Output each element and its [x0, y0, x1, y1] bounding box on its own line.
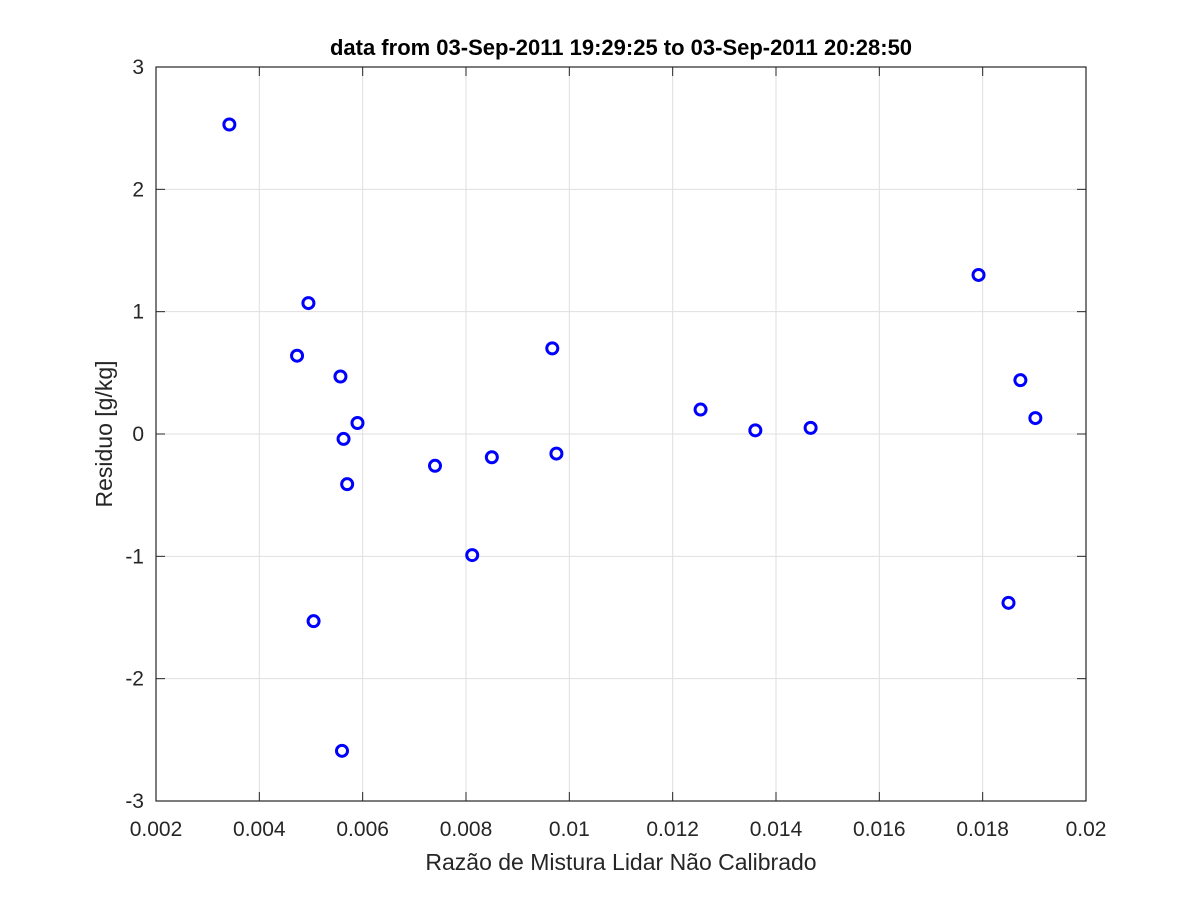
y-tick-label: 0: [132, 423, 144, 446]
data-point: [693, 402, 708, 417]
y-tick-label: -1: [125, 545, 144, 568]
x-tick-label: 0.002: [130, 818, 183, 841]
x-tick-label: 0.014: [750, 818, 803, 841]
data-point: [222, 117, 237, 132]
x-tick-label: 0.01: [549, 818, 590, 841]
data-point: [1013, 373, 1028, 388]
data-point: [306, 614, 321, 629]
data-point: [1028, 411, 1043, 426]
data-point: [333, 369, 348, 384]
data-point: [748, 423, 763, 438]
x-tick-label: 0.018: [956, 818, 1009, 841]
x-axis-label: Razão de Mistura Lidar Não Calibrado: [425, 849, 816, 875]
data-point: [336, 431, 351, 446]
x-tick-label: 0.016: [853, 818, 906, 841]
axis-ticks: 0.002 0.004 0.006 0.008 0.01 0.012 0.014 0.016 0…: [125, 56, 1106, 841]
y-tick-label: 2: [132, 178, 144, 201]
data-point: [484, 450, 499, 465]
x-tick-label: 0.008: [440, 818, 493, 841]
data-point: [549, 446, 564, 461]
data-point: [428, 458, 442, 473]
data-points: [222, 117, 1043, 758]
data-point: [803, 420, 818, 435]
x-tick-label: 0.02: [1066, 818, 1107, 841]
data-point: [465, 548, 480, 563]
data-point: [340, 477, 355, 492]
data-point: [301, 296, 316, 311]
data-point: [350, 415, 365, 430]
x-tick-label: 0.006: [336, 818, 389, 841]
chart-title: data from 03-Sep-2011 19:29:25 to 03-Sep…: [330, 35, 912, 60]
y-axis-label: Residuo [g/kg]: [91, 360, 117, 507]
data-point: [1001, 595, 1016, 610]
y-tick-label: 1: [132, 301, 144, 324]
x-tick-label: 0.004: [233, 818, 286, 841]
data-point: [290, 348, 305, 363]
y-tick-label: -3: [125, 790, 144, 813]
x-tick-label: 0.012: [646, 818, 699, 841]
data-point: [335, 743, 349, 758]
y-tick-label: -2: [125, 668, 144, 691]
data-point: [545, 341, 560, 356]
y-tick-label: 3: [132, 56, 144, 79]
data-point: [971, 267, 986, 282]
